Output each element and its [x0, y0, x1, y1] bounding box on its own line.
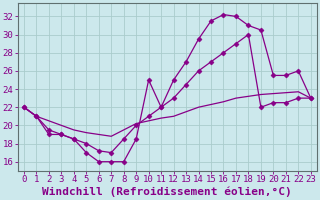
X-axis label: Windchill (Refroidissement éolien,°C): Windchill (Refroidissement éolien,°C)	[43, 187, 292, 197]
